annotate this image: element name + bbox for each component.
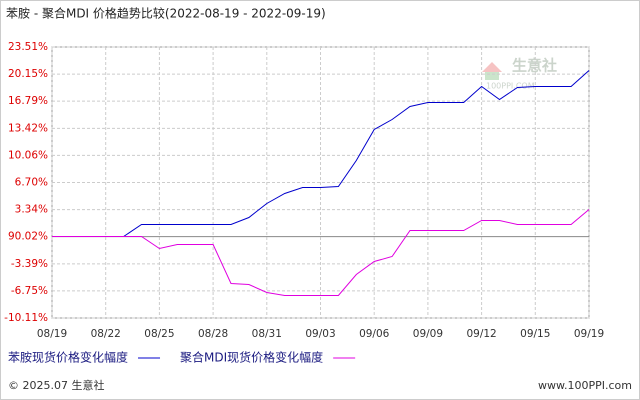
footer-right: www.100PPI.com xyxy=(538,379,632,392)
legend-label: 聚合MDI现货价格变化幅度 xyxy=(180,350,323,365)
y-tick-label: -6.75% xyxy=(11,285,48,297)
x-tick-label: 09/09 xyxy=(413,328,443,340)
x-tick-label: 09/15 xyxy=(520,328,550,340)
footer-left: © 2025.07 生意社 xyxy=(8,378,104,392)
series-line xyxy=(52,209,590,296)
series-line xyxy=(52,70,590,237)
watermark-icon xyxy=(485,72,499,80)
watermark-icon xyxy=(482,62,502,72)
y-tick-label: 6.70% xyxy=(15,177,48,189)
x-tick-label: 08/31 xyxy=(252,328,282,340)
watermark: 生意社 100PPI.COM xyxy=(482,57,557,91)
y-tick-label: 10.06% xyxy=(8,149,48,161)
x-tick-label: 08/28 xyxy=(198,328,228,340)
watermark-text: 生意社 xyxy=(512,57,557,75)
y-tick-label: 13.42% xyxy=(8,122,48,134)
x-tick-label: 08/25 xyxy=(144,328,174,340)
watermark-sub: 100PPI.COM xyxy=(486,82,535,91)
y-tick-label: -10.11% xyxy=(4,312,48,324)
y-tick-label: 16.79% xyxy=(8,95,48,107)
y-tick-label: 90.02% xyxy=(8,231,48,243)
x-tick-label: 09/12 xyxy=(466,328,496,340)
x-tick-label: 08/22 xyxy=(91,328,121,340)
y-tick-label: 20.15% xyxy=(8,68,48,80)
x-tick-label: 08/19 xyxy=(37,328,67,340)
x-tick-label: 09/19 xyxy=(574,328,604,340)
x-tick-label: 09/03 xyxy=(305,328,335,340)
y-tick-label: 23.51% xyxy=(8,41,48,53)
y-tick-label: 3.34% xyxy=(15,204,48,216)
x-tick-label: 09/06 xyxy=(359,328,390,340)
legend-label: 苯胺现货价格变化幅度 xyxy=(8,350,128,365)
chart-title: 苯胺 - 聚合MDI 价格趋势比较(2022-08-19 - 2022-09-1… xyxy=(6,6,326,21)
y-tick-label: -3.39% xyxy=(11,258,48,270)
